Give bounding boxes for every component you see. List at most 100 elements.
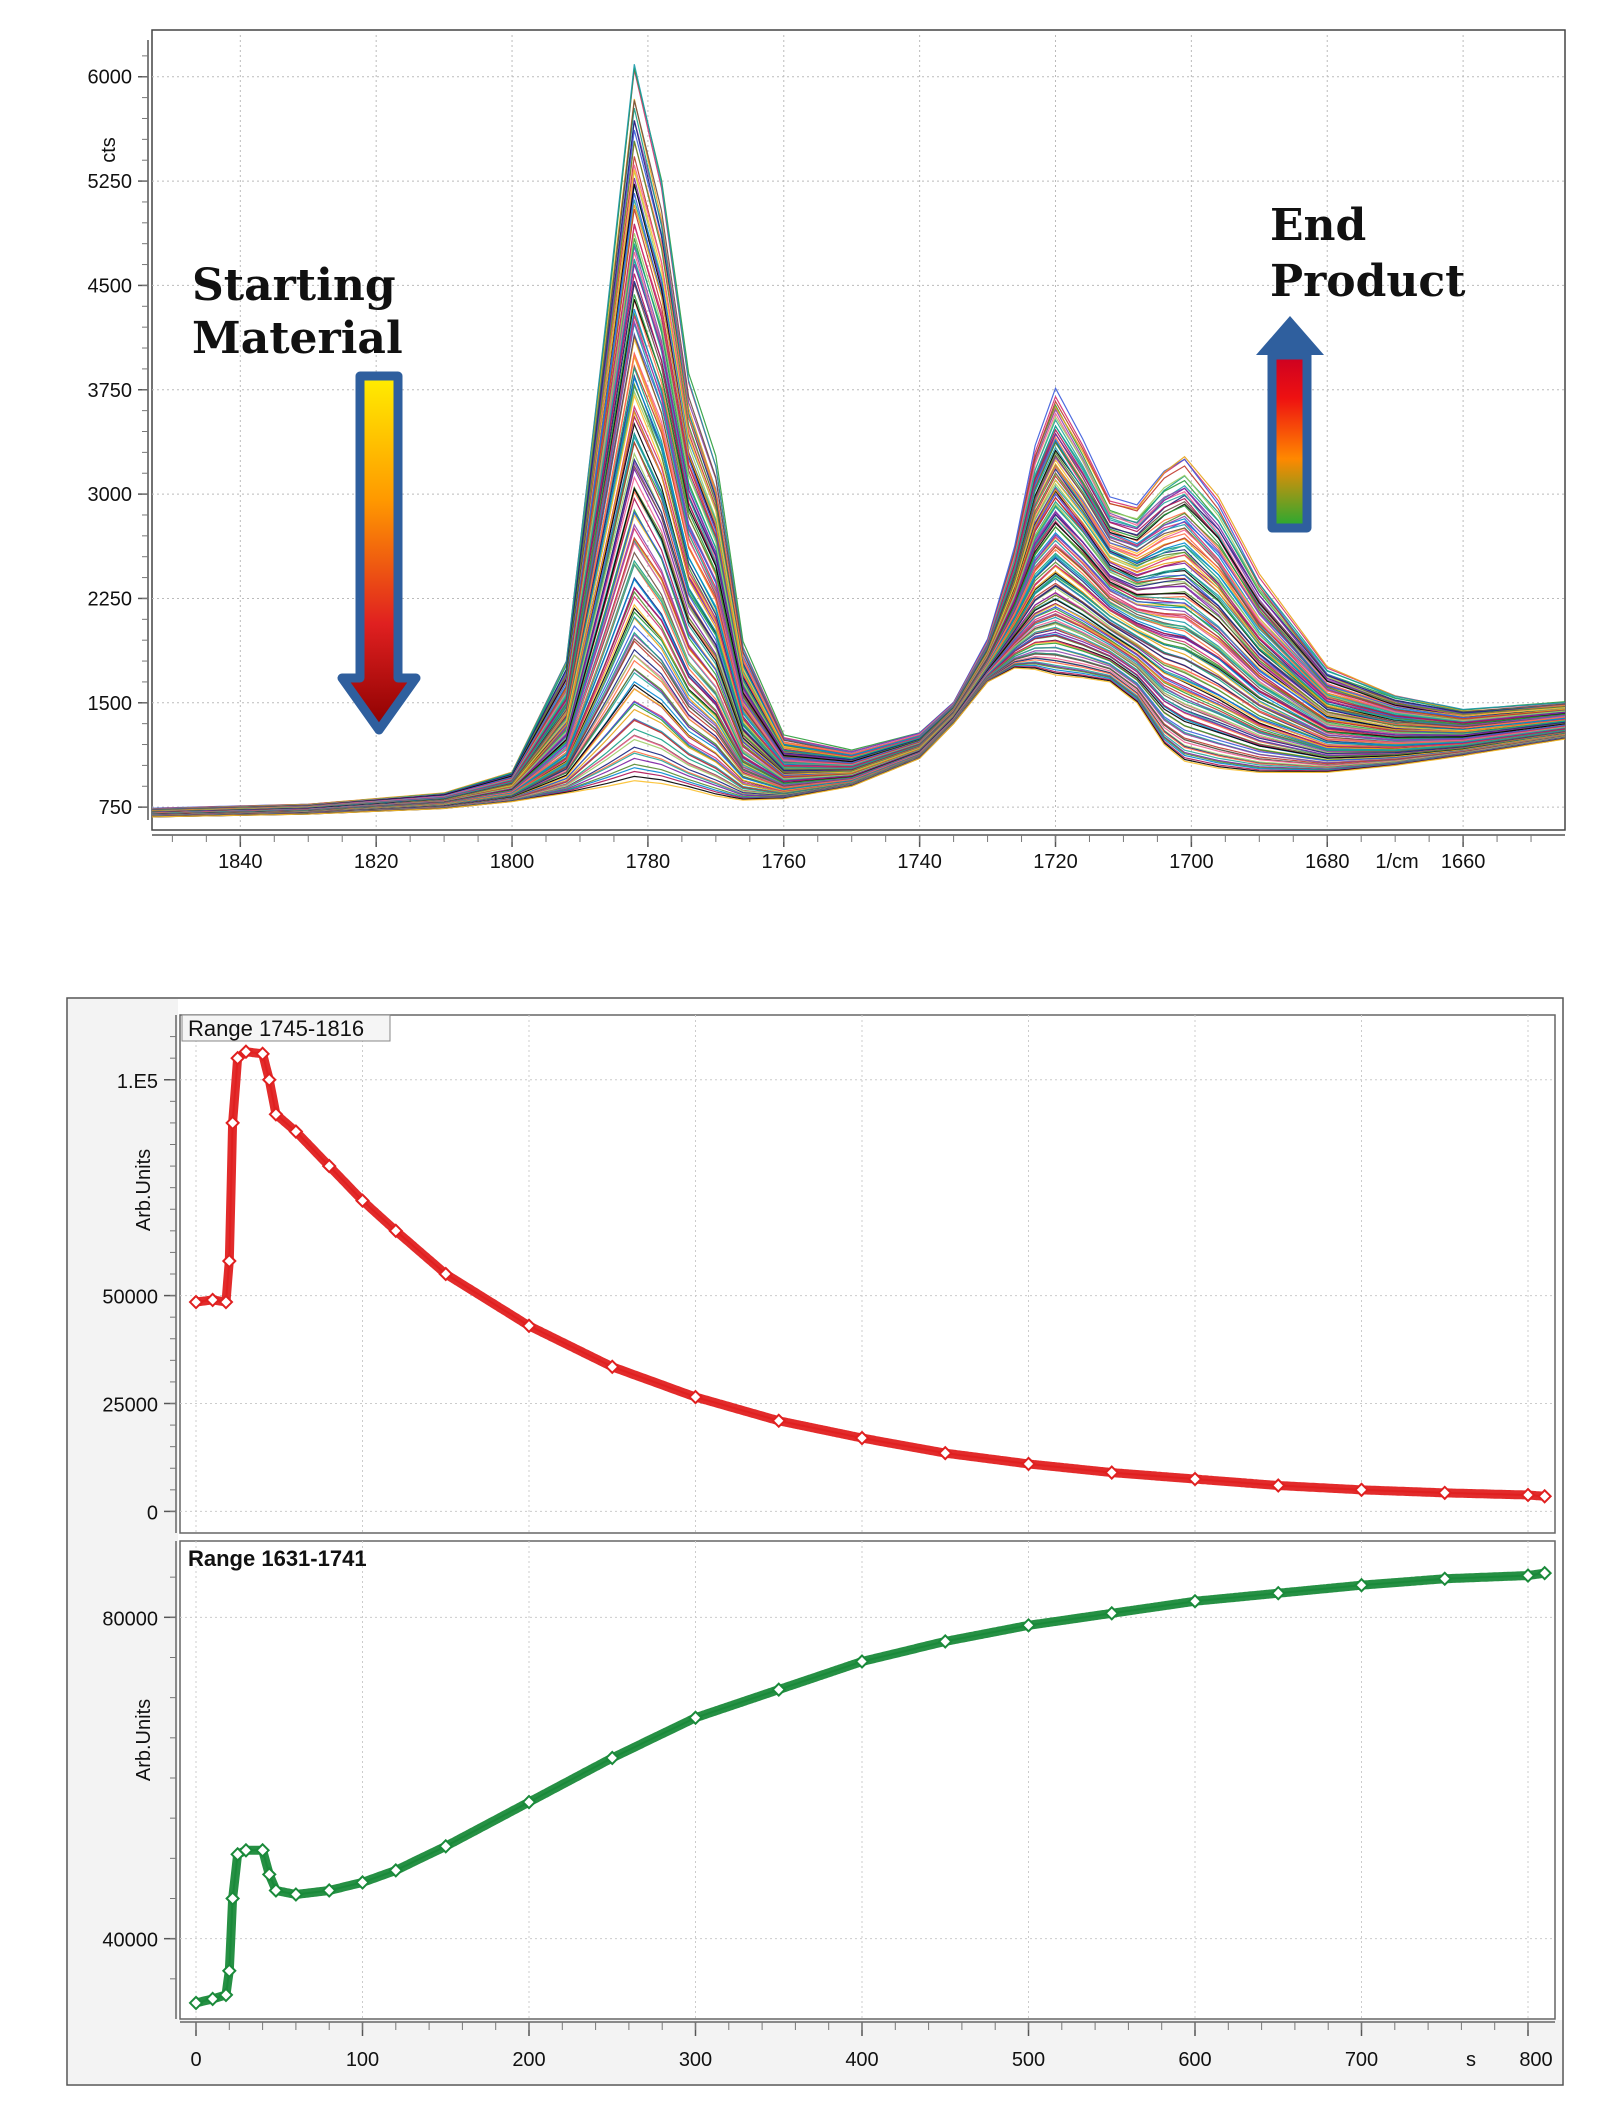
panel-1-title: Range 1745-1816	[188, 1016, 364, 1041]
panel-2-data-point	[218, 1987, 234, 2003]
panel-range-1631-1741: 40000 80000 Range 1631-1741 Arb.Units	[102, 1540, 1556, 2020]
panel-1-gridlines	[180, 1015, 1555, 1533]
panel-2-data-point	[288, 1887, 304, 1902]
spectrum-x-axis: 1840 1820 1800 1780 1760 1740 1720 1700 1680 1660	[152, 834, 1565, 873]
kinetics-chart: 0 25000 50000 1.E5 Range 1745-1816 Arb.Unit…	[66, 997, 1564, 2086]
spectrum-x-tick-label: 1700	[1169, 851, 1214, 873]
panel-2-data-point	[438, 1838, 454, 1854]
time-axis-tick-label: 300	[679, 2049, 712, 2071]
panel-1-y-axis-label: Arb.Units	[133, 1149, 155, 1231]
panel-1-y-tick-label: 25000	[102, 1395, 158, 1417]
panel-1-data-point	[221, 1253, 237, 1269]
panel-1-data-points	[188, 1044, 1553, 1504]
panel-2-data-point	[1270, 1585, 1286, 1601]
panel-1-y-tick-label: 0	[147, 1502, 158, 1524]
panel-2-y-axis: 40000 80000	[102, 1541, 177, 2019]
panel-1-data-point	[1187, 1471, 1203, 1487]
spectrum-curve	[151, 667, 1566, 818]
time-axis-tick-label: 800	[1519, 2049, 1552, 2071]
panel-2-gridlines	[180, 1541, 1555, 2019]
panel-2-data-point	[854, 1654, 870, 1669]
spectrum-y-axis-label: cts	[98, 137, 120, 163]
panel-2-data-point	[1021, 1617, 1036, 1633]
spectrum-y-tick-label: 2250	[88, 588, 133, 610]
time-axis-tick-label: 400	[845, 2049, 878, 2071]
panel-2-data-point	[388, 1862, 404, 1878]
panel-1-data-point	[1437, 1485, 1453, 1501]
spectrum-x-tick-label: 1660	[1441, 851, 1486, 873]
panel-1-data-point	[438, 1266, 454, 1282]
spectrum-curves	[151, 64, 1566, 818]
panel-1-data-point	[230, 1050, 246, 1066]
panel-1-data-point	[225, 1115, 241, 1131]
panel-2-title: Range 1631-1741	[188, 1546, 367, 1571]
panel-2-data-point	[1437, 1571, 1453, 1587]
panel-1-data-point	[205, 1292, 221, 1308]
spectrum-x-axis-unit: 1/cm	[1375, 851, 1418, 873]
spectrum-y-tick-label: 5250	[88, 171, 133, 193]
panel-1-data-point	[1021, 1456, 1036, 1472]
panel-2-y-axis-label: Arb.Units	[133, 1699, 155, 1781]
panel-1-y-axis: 0 25000 50000 1.E5	[102, 1015, 177, 1533]
panel-2-y-tick-label: 40000	[102, 1930, 158, 1952]
kinetics-left-margin	[68, 999, 178, 2084]
panel-2-data-points	[188, 1565, 1553, 2011]
panel-1-data-point	[268, 1106, 284, 1122]
panel-1-data-point	[238, 1044, 254, 1060]
panel-1-data-point	[188, 1294, 204, 1310]
panel-1-frame	[179, 1014, 1556, 1534]
spectrum-y-tick-label: 3750	[88, 380, 133, 402]
panel-1-data-point	[937, 1445, 953, 1461]
panel-2-data-point	[205, 1991, 221, 2007]
panel-1-data-point	[1537, 1488, 1553, 1504]
panel-1-data-point	[355, 1193, 370, 1209]
panel-1-data-point	[1104, 1465, 1120, 1480]
spectrum-y-tick-label: 1500	[88, 693, 133, 715]
panel-2-frame	[179, 1540, 1556, 2020]
panel-1-data-point	[1520, 1487, 1536, 1503]
panel-1-data-point	[1354, 1482, 1369, 1498]
spectrum-y-axis: 750 1500 2250 3000 3750 4500 5250 6000	[88, 40, 149, 820]
panel-2-data-point	[521, 1794, 537, 1810]
spectrum-x-tick-label: 1800	[490, 851, 535, 873]
spectrum-x-tick-label: 1840	[218, 851, 263, 873]
panel-1-data-point	[521, 1318, 537, 1334]
starting-material-label-line2: Material	[192, 313, 403, 364]
panel-2-data-point	[221, 1963, 237, 1979]
panel-1-data-point	[321, 1158, 337, 1174]
time-axis-unit: s	[1466, 2049, 1476, 2071]
panel-1-series-line	[195, 1050, 1545, 1498]
spectrum-x-tick-label: 1740	[897, 851, 942, 873]
panel-2-data-point	[688, 1710, 703, 1726]
decrease-arrow-icon	[337, 371, 421, 735]
panel-1-data-point	[1270, 1478, 1286, 1493]
panel-2-data-point	[604, 1750, 620, 1766]
kinetics-bottom-margin	[68, 2020, 1562, 2084]
panel-1-y-tick-label: 1.E5	[117, 1071, 158, 1093]
spectrum-chart: 750 1500 2250 3000 3750 4500 5250 6000 1840 1820…	[88, 29, 1566, 873]
time-axis-tick-label: 500	[1012, 2049, 1045, 2071]
panel-1-data-point	[688, 1389, 703, 1405]
panel-2-data-point	[225, 1891, 241, 1906]
panel-1-data-point	[771, 1413, 787, 1429]
time-axis-tick-label: 600	[1178, 2049, 1211, 2071]
spectrum-x-tick-label: 1780	[626, 851, 671, 873]
panel-2-series-line	[195, 1572, 1545, 2004]
starting-material-label-line1: Starting	[192, 260, 396, 311]
spectrum-y-tick-label: 750	[99, 797, 132, 819]
panel-2-data-point	[188, 1995, 204, 2011]
panel-2-data-point	[771, 1682, 787, 1698]
panel-2-data-point	[1187, 1593, 1203, 1609]
time-axis-tick-label: 200	[512, 2049, 545, 2071]
panel-2-data-point	[355, 1875, 370, 1890]
spectrum-y-tick-label: 3000	[88, 484, 133, 506]
panel-2-data-point	[255, 1842, 271, 1858]
spectrum-y-tick-label: 4500	[88, 275, 133, 297]
increase-arrow-icon	[1256, 316, 1324, 533]
spectrum-x-tick-label: 1680	[1305, 851, 1350, 873]
end-product-label-line2: Product	[1270, 256, 1466, 307]
panel-1-data-point	[261, 1072, 277, 1088]
end-product-label-line1: End	[1270, 200, 1366, 251]
panel-1-data-point	[218, 1294, 234, 1310]
panel-2-data-point	[937, 1634, 953, 1649]
